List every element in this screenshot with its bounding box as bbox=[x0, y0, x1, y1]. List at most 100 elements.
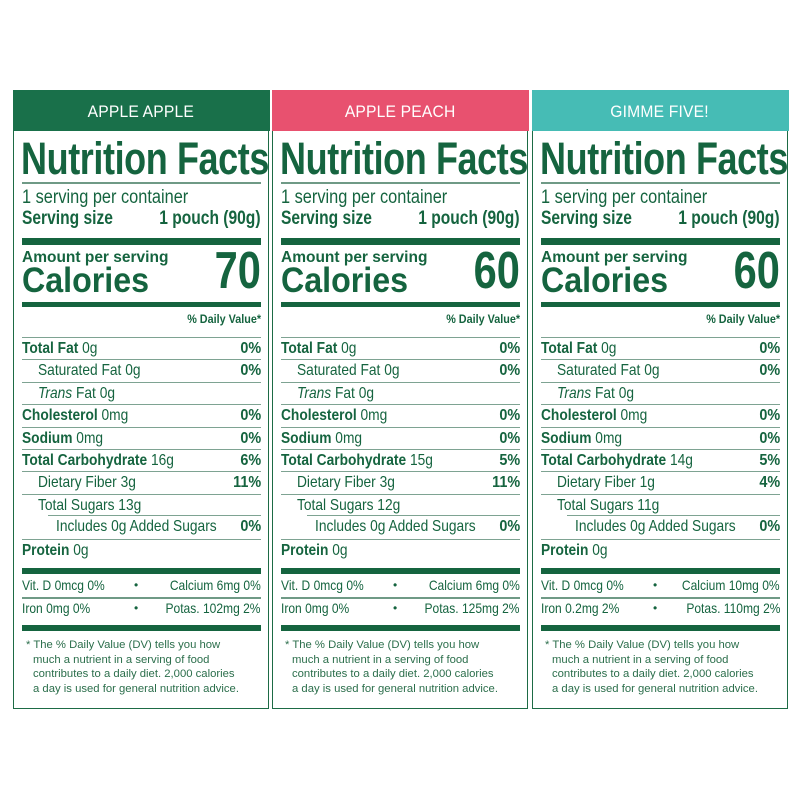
nutrition-panel-1: APPLE APPLE Nutrition Facts 1 serving pe… bbox=[12, 90, 270, 709]
footnote-line: * The % Daily Value (DV) tells you how bbox=[26, 639, 221, 651]
serving-size-label: Serving size bbox=[541, 208, 632, 229]
nutrient-row: Saturated Fat 0g 0% bbox=[281, 359, 520, 381]
vitamin-right: Calcium 10mg 0% bbox=[682, 577, 780, 593]
thick-divider bbox=[281, 625, 520, 631]
nutrient-row: Trans Fat 0g bbox=[22, 381, 261, 404]
nutrient-amount: 0g bbox=[332, 541, 348, 559]
footnote-line: a day is used for general nutrition advi… bbox=[552, 682, 758, 695]
nutrient-amount: Includes 0g Added Sugars bbox=[575, 518, 736, 536]
nutrient-row: Total Fat 0g 0% bbox=[541, 337, 780, 359]
nutrient-amount: 0mg bbox=[335, 429, 363, 447]
daily-value-header: % Daily Value* bbox=[446, 312, 520, 326]
divider bbox=[22, 597, 261, 599]
nutrient-amount: Saturated Fat 0g bbox=[297, 362, 400, 380]
nutrient-label: Trans Fat 0g bbox=[297, 383, 374, 405]
nutrient-row: Dietary Fiber 1g 4% bbox=[541, 471, 780, 493]
nutrient-amount: Fat 0g bbox=[334, 384, 374, 402]
vitamin-left: Iron 0mg 0% bbox=[281, 600, 350, 616]
vitamin-row: Vit. D 0mcg 0% • Calcium 10mg 0% bbox=[541, 575, 780, 596]
nutrient-row: Cholesterol 0mg 0% bbox=[281, 404, 520, 426]
daily-value-percent: 5% bbox=[759, 451, 780, 469]
nutrition-facts-body: Nutrition Facts 1 serving per container … bbox=[21, 131, 269, 708]
medium-divider bbox=[281, 302, 520, 307]
footnote-line: contributes to a daily diet. 2,000 calor… bbox=[33, 668, 235, 680]
amount-per-serving: Amount per serving bbox=[541, 249, 688, 266]
bullet: • bbox=[134, 601, 139, 615]
nutrient-label: Protein 0g bbox=[541, 540, 608, 562]
nutrient-label: Total Carbohydrate 16g bbox=[22, 450, 174, 472]
vitamin-left: Vit. D 0mcg 0% bbox=[281, 577, 364, 593]
nutrient-name: Protein bbox=[22, 541, 70, 559]
nutrient-amount: Total Sugars 13g bbox=[38, 496, 142, 514]
daily-value-percent: 0% bbox=[759, 340, 780, 357]
bullet: • bbox=[653, 601, 658, 615]
vitamin-left: Iron 0mg 0% bbox=[22, 600, 91, 616]
servings-per-container: 1 serving per container bbox=[541, 187, 708, 208]
vitamin-row: Iron 0.2mg 2% • Potas. 110mg 2% bbox=[541, 598, 780, 619]
nutrient-row: Total Carbohydrate 14g 5% bbox=[541, 448, 780, 471]
nutrient-amount: 0g bbox=[73, 541, 89, 559]
flavor-header: GIMME FIVE! bbox=[531, 90, 789, 131]
nutrient-name: Cholesterol bbox=[22, 407, 98, 425]
nutrient-amount: Fat 0g bbox=[75, 384, 115, 402]
nutrient-row: Total Sugars 11g bbox=[541, 493, 780, 516]
nutrient-amount: 0g bbox=[341, 340, 357, 357]
footnote-line: contributes to a daily diet. 2,000 calor… bbox=[292, 668, 494, 680]
flavor-header: APPLE APPLE bbox=[12, 90, 270, 131]
nutrient-name: Sodium bbox=[541, 429, 592, 447]
nutrient-row: Includes 0g Added Sugars 0% bbox=[22, 514, 261, 538]
daily-value-percent: 0% bbox=[240, 340, 261, 357]
nutrient-label: Cholesterol 0mg bbox=[22, 405, 128, 427]
nutrient-label: Protein 0g bbox=[22, 540, 89, 562]
vitamin-right: Potas. 102mg 2% bbox=[165, 600, 261, 616]
flavor-name: APPLE PEACH bbox=[344, 102, 456, 121]
nutrition-panel-2: APPLE PEACH Nutrition Facts 1 serving pe… bbox=[271, 90, 529, 709]
daily-value-footnote: * The % Daily Value (DV) tells you how m… bbox=[26, 638, 261, 696]
thick-divider bbox=[541, 625, 780, 631]
nutrient-row: Total Sugars 12g bbox=[281, 493, 520, 516]
nutrition-facts-body: Nutrition Facts 1 serving per container … bbox=[280, 131, 528, 708]
footnote-line: * The % Daily Value (DV) tells you how bbox=[545, 639, 740, 651]
daily-value-percent: 11% bbox=[232, 474, 261, 492]
nutrient-row: Sodium 0mg 0% bbox=[22, 426, 261, 450]
footnote-line: * The % Daily Value (DV) tells you how bbox=[285, 639, 480, 651]
daily-value-percent: 0% bbox=[240, 518, 261, 536]
nutrient-label: Includes 0g Added Sugars bbox=[56, 516, 217, 538]
nutrient-amount: 0mg bbox=[76, 429, 104, 447]
nutrient-amount: 15g bbox=[409, 451, 433, 469]
daily-value-header: % Daily Value* bbox=[187, 312, 261, 326]
nutrient-amount: 0mg bbox=[101, 407, 129, 425]
nutrient-label: Cholesterol 0mg bbox=[281, 405, 387, 427]
nutrient-name: Protein bbox=[281, 541, 329, 559]
daily-value-percent: 0% bbox=[499, 340, 520, 357]
nutrient-row: Includes 0g Added Sugars 0% bbox=[541, 514, 780, 538]
vitamin-left: Iron 0.2mg 2% bbox=[541, 600, 620, 616]
serving-size-value: 1 pouch (90g) bbox=[159, 208, 261, 229]
nutrient-label: Dietary Fiber 3g bbox=[38, 472, 136, 494]
daily-value-percent: 0% bbox=[759, 362, 780, 380]
nutrient-amount: 0g bbox=[601, 340, 617, 357]
nutrition-panel-3: GIMME FIVE! Nutrition Facts 1 serving pe… bbox=[531, 90, 789, 709]
nutrient-name: Cholesterol bbox=[281, 407, 357, 425]
calories-value: 70 bbox=[214, 242, 261, 300]
nutrient-row: Cholesterol 0mg 0% bbox=[541, 404, 780, 426]
nutrient-label: Includes 0g Added Sugars bbox=[315, 516, 476, 538]
nutrient-label: Sodium 0mg bbox=[541, 428, 622, 450]
vitamin-row: Iron 0mg 0% • Potas. 125mg 2% bbox=[281, 598, 520, 619]
footnote-line: much a nutrient in a serving of food bbox=[292, 653, 469, 666]
bullet: • bbox=[393, 601, 398, 615]
nutrient-label: Dietary Fiber 1g bbox=[557, 472, 655, 494]
nutrition-facts-body: Nutrition Facts 1 serving per container … bbox=[540, 131, 788, 708]
daily-value-percent: 0% bbox=[759, 429, 780, 447]
nutrient-label: Includes 0g Added Sugars bbox=[575, 516, 736, 538]
nutrient-label: Sodium 0mg bbox=[22, 428, 103, 450]
nutrient-row: Saturated Fat 0g 0% bbox=[541, 359, 780, 381]
vitamin-right: Calcium 6mg 0% bbox=[428, 577, 520, 593]
nutrient-row: Saturated Fat 0g 0% bbox=[22, 359, 261, 381]
vitamin-row: Vit. D 0mcg 0% • Calcium 6mg 0% bbox=[22, 575, 261, 596]
nutrient-label: Total Sugars 13g bbox=[38, 495, 141, 517]
medium-divider bbox=[22, 302, 261, 307]
daily-value-percent: 0% bbox=[240, 362, 261, 380]
thick-divider bbox=[22, 238, 261, 245]
nutrient-name: Total Fat bbox=[22, 340, 79, 357]
